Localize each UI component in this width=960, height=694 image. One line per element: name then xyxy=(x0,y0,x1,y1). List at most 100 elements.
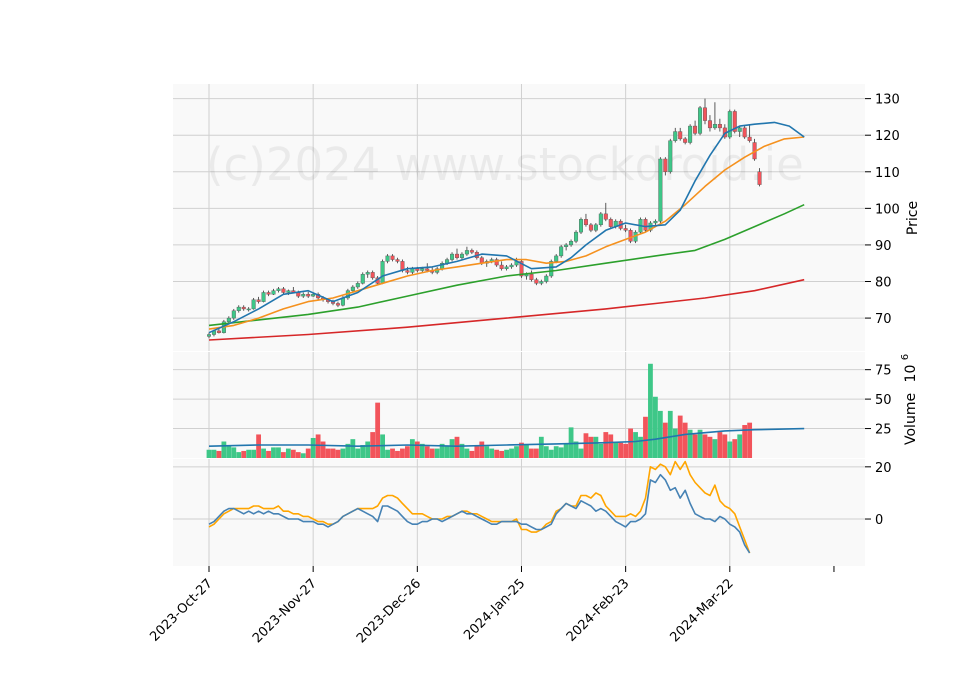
candle xyxy=(673,127,678,143)
volume-bar xyxy=(444,446,450,458)
volume-bar xyxy=(479,441,485,458)
volume-bar xyxy=(459,443,465,458)
volume-tick-label: 50 xyxy=(875,393,892,408)
moving-averages xyxy=(208,121,805,341)
candle-body xyxy=(663,158,668,172)
candle-body xyxy=(519,261,524,277)
volume-bar xyxy=(702,434,708,458)
candle xyxy=(509,263,514,269)
ma-slow-line xyxy=(208,203,805,327)
candle-body xyxy=(266,292,271,295)
candle xyxy=(350,285,355,293)
candle-body xyxy=(350,286,355,291)
candle xyxy=(355,281,360,289)
volume-bar xyxy=(623,443,629,458)
candle-body xyxy=(668,140,673,172)
candle-body xyxy=(246,308,251,311)
candle-body xyxy=(405,270,410,273)
candle xyxy=(598,212,603,227)
candle-body xyxy=(311,294,316,297)
volume-bar xyxy=(454,436,460,458)
price-axis-label: Price xyxy=(905,201,921,235)
volume-bar xyxy=(305,448,311,458)
candle-body xyxy=(658,158,663,222)
volume-bars xyxy=(206,363,805,458)
volume-bar xyxy=(385,449,390,458)
volume-bar xyxy=(618,442,624,458)
candle-body xyxy=(241,306,246,310)
volume-bar xyxy=(310,437,316,458)
candle xyxy=(256,296,261,304)
candle-body xyxy=(276,288,281,291)
volume-bar xyxy=(712,439,718,458)
volume-axis-title: Volume xyxy=(903,393,919,445)
candle-body xyxy=(598,213,603,226)
candle xyxy=(623,224,628,233)
candle xyxy=(678,127,683,141)
candle-body xyxy=(231,310,236,319)
price-tick-label: 130 xyxy=(875,93,900,108)
volume-bar xyxy=(648,363,653,458)
candle-body xyxy=(469,250,474,253)
volume-bar xyxy=(633,432,638,458)
volume-bar xyxy=(290,449,296,458)
candle-body xyxy=(673,131,678,141)
candle xyxy=(574,230,579,244)
candle-body xyxy=(420,268,425,271)
volume-bar xyxy=(315,434,321,458)
volume-axis-exponent-power: 6 xyxy=(900,354,911,360)
candle xyxy=(311,293,316,297)
volume-bar xyxy=(345,443,351,458)
volume-bar xyxy=(707,436,713,458)
candle-body xyxy=(365,272,370,275)
candle-body xyxy=(544,275,549,282)
candle-body xyxy=(450,253,455,260)
volume-bar xyxy=(400,448,405,458)
volume-bar xyxy=(231,447,237,458)
volume-bar xyxy=(330,448,336,458)
candle xyxy=(579,217,584,234)
candle xyxy=(271,288,276,296)
oscillator-line-a xyxy=(208,473,751,554)
price-tick-label: 120 xyxy=(875,129,900,144)
volume-bar xyxy=(449,439,455,458)
volume-bar xyxy=(533,448,539,458)
volume-bar xyxy=(266,450,271,458)
volume-bar xyxy=(285,448,291,458)
volume-bar xyxy=(553,446,559,458)
volume-bar xyxy=(236,452,242,458)
candle-body xyxy=(301,294,306,297)
candle-body xyxy=(494,259,499,266)
candle-body xyxy=(216,330,221,333)
candle xyxy=(266,290,271,297)
candle-body xyxy=(529,273,534,280)
candle xyxy=(608,217,613,229)
volume-bar xyxy=(653,396,658,458)
candle-body xyxy=(583,219,588,226)
volume-bar xyxy=(439,443,445,458)
volume-bar xyxy=(340,448,346,458)
candle-body xyxy=(306,294,311,297)
candle xyxy=(737,126,742,138)
ma-long-line xyxy=(208,278,805,341)
volume-bar xyxy=(677,415,683,458)
candle-body xyxy=(256,299,261,302)
candle-body xyxy=(455,253,460,258)
volume-bar xyxy=(558,447,564,458)
volume-bar xyxy=(563,443,569,458)
candle xyxy=(504,265,509,271)
candle-body xyxy=(534,279,539,284)
volume-bar xyxy=(608,434,614,458)
oscillator-line-b xyxy=(208,460,751,554)
volume-ma-line xyxy=(208,427,805,447)
candle-body xyxy=(281,288,286,293)
volume-bar xyxy=(588,436,594,458)
watermark: (c)2024 www.stockdroid.ie xyxy=(206,138,804,191)
candle xyxy=(251,297,256,310)
candle-body xyxy=(707,120,712,129)
candle xyxy=(370,270,375,280)
candle xyxy=(529,270,534,282)
volume-bar xyxy=(325,448,331,458)
candle xyxy=(698,105,703,136)
